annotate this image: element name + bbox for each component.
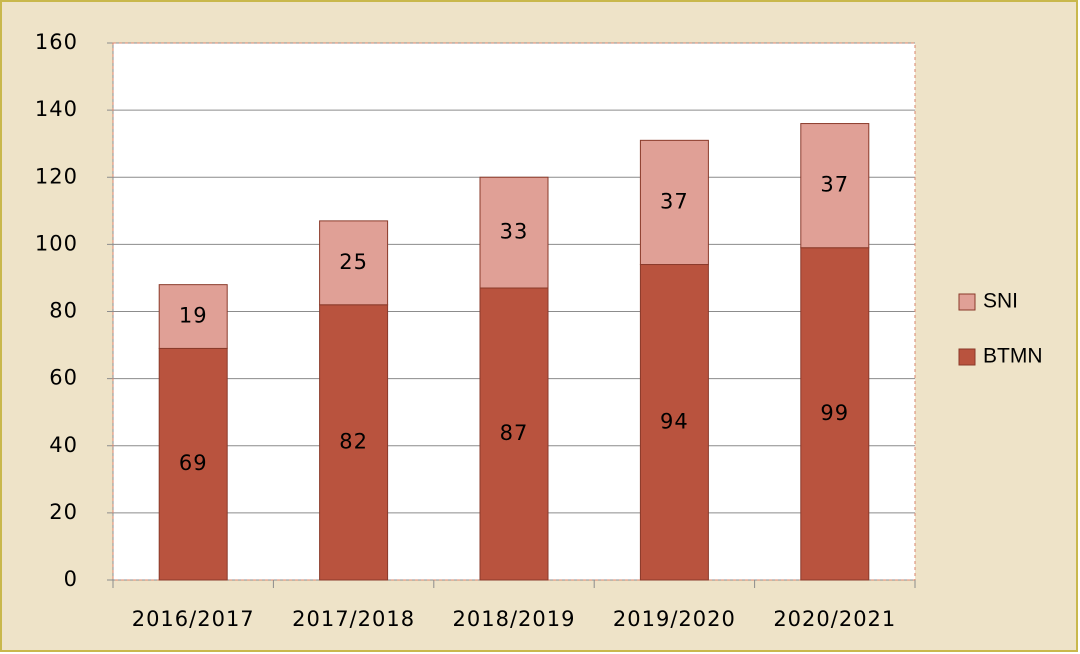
data-label: 87 (500, 421, 529, 445)
bar-segment (319, 304, 389, 581)
data-label: 37 (820, 173, 849, 197)
data-label: 69 (179, 451, 208, 475)
legend-label: BTMN (983, 345, 1043, 368)
data-label: 33 (500, 220, 529, 244)
legend-swatch (958, 348, 976, 366)
x-tick-label: 2016/2017 (132, 607, 255, 631)
data-label: 19 (179, 304, 208, 328)
bar-segment (479, 287, 549, 581)
y-tick-label: 40 (49, 433, 78, 457)
bar-segment (319, 220, 389, 306)
data-label: 82 (339, 429, 368, 453)
bar-segment (639, 139, 709, 266)
data-label: 94 (660, 409, 689, 433)
data-label: 25 (339, 250, 368, 274)
y-tick-label: 60 (49, 366, 78, 390)
x-tick-label: 2017/2018 (292, 607, 415, 631)
x-tick-label: 2020/2021 (773, 607, 896, 631)
legend-label: SNI (983, 290, 1018, 313)
y-tick-label: 140 (35, 97, 78, 121)
y-tick-label: 20 (49, 500, 78, 524)
y-tick-label: 0 (64, 567, 78, 591)
bar-segment (800, 123, 870, 249)
bar-segment (158, 284, 228, 349)
bar-segment (479, 176, 549, 289)
x-tick-label: 2018/2019 (453, 607, 576, 631)
x-tick-label: 2019/2020 (613, 607, 736, 631)
data-label: 37 (660, 189, 689, 213)
y-tick-label: 160 (35, 30, 78, 54)
bar-segment (158, 347, 228, 581)
bar-segment (639, 264, 709, 581)
y-tick-label: 80 (49, 299, 78, 323)
bar-segment (800, 247, 870, 581)
data-label: 99 (820, 401, 849, 425)
y-tick-label: 100 (35, 231, 78, 255)
y-tick-label: 120 (35, 164, 78, 188)
legend-swatch (958, 293, 976, 311)
